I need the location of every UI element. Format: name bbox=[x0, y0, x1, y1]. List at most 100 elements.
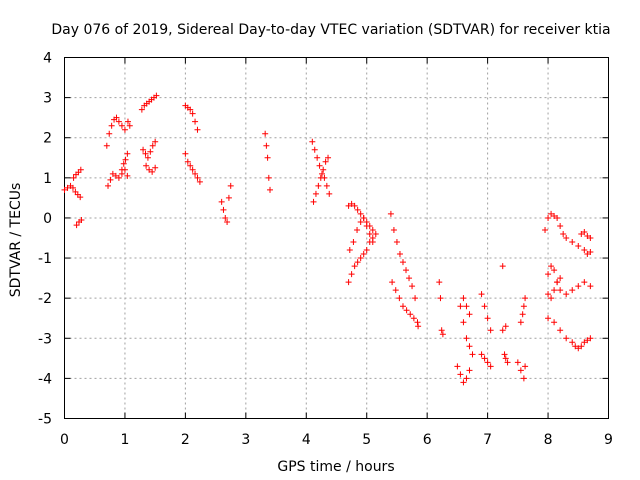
data-point bbox=[61, 186, 68, 193]
data-point bbox=[406, 275, 413, 282]
data-point bbox=[147, 148, 154, 155]
y-tick-label: -3 bbox=[38, 331, 52, 347]
data-point bbox=[460, 295, 467, 302]
data-point bbox=[569, 287, 576, 294]
series-sat-27 bbox=[499, 263, 511, 366]
data-point bbox=[520, 303, 527, 310]
data-point bbox=[124, 118, 131, 125]
data-point bbox=[563, 335, 570, 342]
data-point bbox=[73, 222, 80, 229]
series-sat-11 bbox=[182, 150, 203, 185]
series-sat-02 bbox=[70, 166, 84, 181]
data-point bbox=[551, 287, 558, 294]
data-point bbox=[124, 172, 131, 179]
data-point bbox=[146, 166, 153, 173]
y-tick-label: 3 bbox=[43, 91, 52, 107]
data-point bbox=[189, 110, 196, 117]
data-point bbox=[454, 363, 461, 370]
data-point bbox=[407, 311, 414, 318]
data-point bbox=[196, 178, 203, 185]
series-sat-12 bbox=[218, 182, 234, 225]
data-point bbox=[399, 303, 406, 310]
data-point bbox=[587, 249, 594, 256]
data-point bbox=[563, 235, 570, 241]
series-sat-28 bbox=[499, 323, 509, 334]
data-point bbox=[77, 194, 84, 201]
chart-title: Day 076 of 2019, Sidereal Day-to-day VTE… bbox=[51, 22, 610, 38]
data-point bbox=[554, 214, 561, 221]
data-point bbox=[369, 239, 376, 246]
data-point bbox=[548, 263, 555, 270]
data-point bbox=[557, 275, 564, 282]
series-sat-25 bbox=[478, 291, 494, 334]
y-tick-label: -4 bbox=[38, 371, 52, 387]
series-sat-20 bbox=[389, 279, 421, 326]
data-point bbox=[316, 162, 323, 169]
data-point bbox=[487, 327, 494, 334]
data-point bbox=[369, 226, 376, 233]
data-point bbox=[584, 251, 591, 258]
data-point bbox=[346, 247, 353, 254]
y-tick-label: -2 bbox=[38, 291, 52, 307]
data-point bbox=[502, 323, 509, 330]
data-point bbox=[310, 198, 317, 205]
data-point bbox=[189, 166, 196, 173]
data-point bbox=[403, 307, 410, 314]
series-sat-06 bbox=[118, 150, 131, 173]
data-point bbox=[106, 130, 113, 137]
data-points bbox=[61, 92, 594, 386]
series-sat-24 bbox=[460, 295, 473, 318]
series-sat-16 bbox=[345, 200, 379, 237]
data-point bbox=[222, 214, 229, 221]
data-point bbox=[587, 283, 594, 290]
data-point bbox=[118, 122, 125, 129]
series-sat-08 bbox=[140, 138, 159, 161]
data-point bbox=[548, 295, 555, 302]
x-tick-label: 4 bbox=[302, 432, 311, 448]
data-point bbox=[584, 337, 591, 344]
x-tick-label: 7 bbox=[483, 432, 492, 448]
data-point bbox=[354, 226, 361, 233]
data-point bbox=[267, 186, 274, 193]
data-point bbox=[149, 142, 156, 149]
data-point bbox=[322, 158, 329, 165]
data-point bbox=[414, 319, 421, 326]
data-point bbox=[457, 303, 464, 310]
data-point bbox=[357, 210, 364, 217]
data-point bbox=[581, 279, 588, 286]
data-point bbox=[317, 174, 324, 181]
data-point bbox=[460, 379, 467, 386]
data-point bbox=[351, 263, 358, 270]
data-point bbox=[118, 166, 125, 173]
y-tick-label: 1 bbox=[43, 171, 52, 187]
data-point bbox=[115, 174, 122, 181]
data-point bbox=[194, 174, 201, 181]
data-point bbox=[578, 230, 585, 237]
data-point bbox=[396, 251, 403, 258]
series-sat-19 bbox=[387, 210, 422, 330]
data-point bbox=[575, 345, 582, 352]
data-point bbox=[265, 174, 272, 181]
data-point bbox=[393, 239, 400, 246]
data-point bbox=[108, 122, 115, 129]
plot-frame bbox=[64, 57, 609, 419]
data-point bbox=[587, 335, 594, 342]
data-point bbox=[469, 351, 476, 358]
tick-labels: 0 1 2 3 4 5 6 7 8 9 -5 -4 -3 -2 -1 0 1 2 3 4 bbox=[38, 51, 613, 449]
data-point bbox=[389, 279, 396, 286]
data-point bbox=[103, 142, 110, 149]
data-point bbox=[312, 190, 319, 197]
data-point bbox=[484, 359, 491, 366]
data-point bbox=[187, 162, 194, 169]
data-point bbox=[412, 295, 419, 302]
data-point bbox=[345, 279, 352, 286]
series-sat-22 bbox=[454, 363, 473, 386]
data-point bbox=[466, 311, 473, 318]
data-point bbox=[184, 158, 191, 165]
data-point bbox=[436, 279, 443, 286]
data-point bbox=[575, 243, 582, 250]
data-point bbox=[309, 138, 316, 145]
data-point bbox=[463, 335, 470, 342]
data-point bbox=[109, 170, 116, 177]
data-point bbox=[545, 214, 552, 221]
